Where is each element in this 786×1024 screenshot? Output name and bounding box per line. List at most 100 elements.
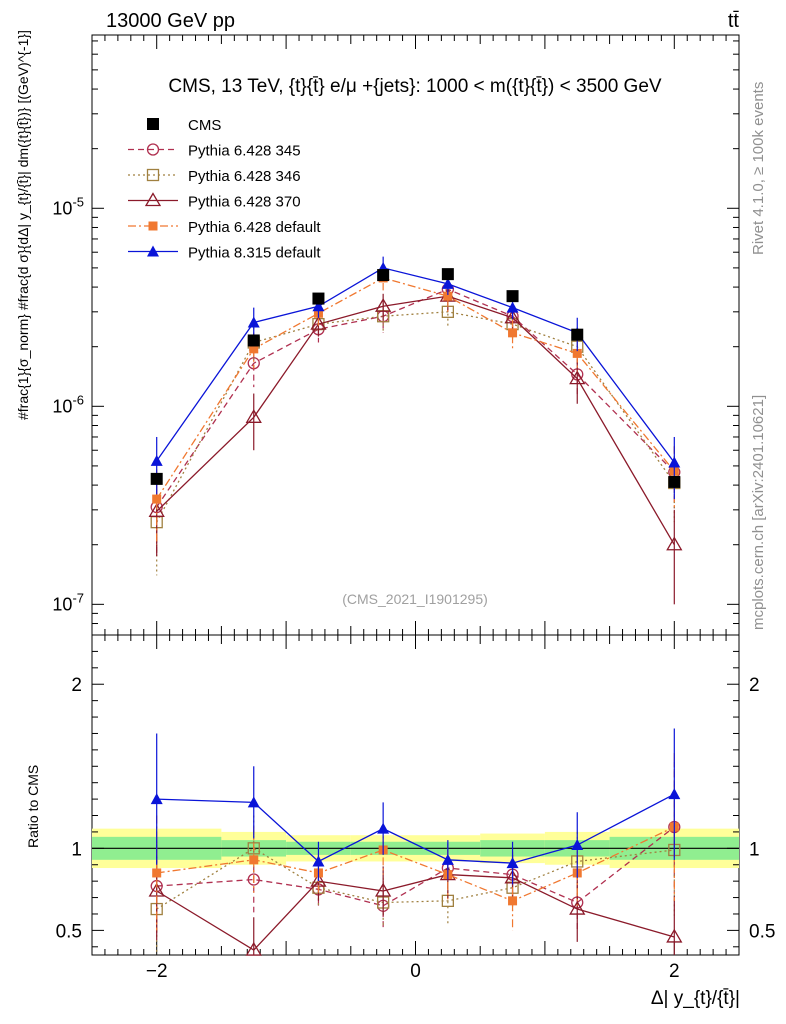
ratio-y-tick-label-right: 0.5: [749, 921, 775, 942]
ratio-line-p8: [156, 793, 675, 864]
legend-entry-p345: Pythia 6.428 345: [128, 143, 301, 160]
plot-title: CMS, 13 TeV, {t}{t̄} e/μ +{jets}: 1000 <…: [168, 76, 661, 97]
legend-marker-p370: [144, 192, 162, 207]
ratio-series-p8: [150, 728, 681, 885]
point-pdef: [508, 328, 518, 338]
legend-label-p370: Pythia 6.428 370: [188, 194, 301, 211]
main-y-axis-label: #frac{1}{σ_norm} #frac{d σ}{dΔ| y_{t}/{t…: [15, 30, 31, 420]
legend-entry-cms: CMS: [147, 117, 221, 134]
side-label-rivet: Rivet 4.1.0, ≥ 100k events: [750, 82, 767, 255]
legend-marker-cms: [147, 118, 159, 130]
y-tick-label: 10-5: [52, 194, 84, 218]
series-p345: [150, 276, 681, 554]
ratio-point-p8: [247, 796, 260, 808]
legend-label-cms: CMS: [188, 117, 221, 134]
point-pdef: [443, 291, 453, 301]
point-p370: [569, 370, 586, 385]
ratio-line-p346: [156, 847, 675, 910]
series-cms: [150, 268, 681, 488]
legend-entry-p346: Pythia 6.428 346: [128, 168, 301, 185]
series-line-p370: [156, 295, 675, 546]
ratio-point-p346: [247, 842, 260, 855]
ratio-point-pdef: [249, 855, 259, 865]
point-p370: [245, 409, 262, 423]
ratio-y-tick-label: 1: [71, 839, 82, 860]
series-p8: [150, 256, 681, 500]
x-tick-label: 2: [669, 961, 680, 982]
point-p8: [441, 277, 454, 289]
point-cms: [150, 472, 163, 485]
ratio-panel-frame: [91, 634, 740, 956]
y-tick-label: 10-7: [52, 590, 84, 614]
point-p8: [150, 454, 163, 466]
point-cms: [377, 269, 390, 282]
ratio-y-tick-label-right: 2: [749, 675, 760, 696]
side-label-mcplots: mcplots.cern.ch [arXiv:2401.10621]: [750, 395, 767, 630]
legend-marker-p346: [146, 168, 160, 182]
x-tick-label: −2: [146, 961, 168, 982]
series-pdef: [152, 267, 679, 545]
ratio-line-p370: [156, 873, 675, 951]
series-line-p345: [156, 288, 675, 508]
y-tick-label: 10-6: [52, 392, 84, 416]
analysis-watermark: (CMS_2021_I1901295): [342, 591, 488, 607]
x-axis-label: Δ| y_{t}/{t̄}|: [651, 988, 740, 1009]
point-cms: [571, 328, 584, 341]
point-p8: [668, 456, 681, 468]
series-line-pdef: [156, 277, 675, 500]
point-p8: [247, 316, 260, 328]
ratio-point-p370: [666, 928, 683, 943]
legend-label-pdef: Pythia 6.428 default: [188, 219, 321, 236]
ratio-y-axis-label: Ratio to CMS: [25, 765, 41, 848]
x-tick-label: 0: [410, 961, 421, 982]
point-p370: [666, 536, 683, 551]
ratio-point-p8: [441, 853, 454, 865]
point-pdef: [572, 348, 582, 358]
ratio-y-tick-label-right: 1: [749, 839, 760, 860]
ratio-point-p345: [247, 873, 260, 886]
series-line-p346: [156, 311, 675, 523]
ratio-point-p8: [150, 793, 163, 805]
point-p370: [148, 503, 165, 517]
series-p346: [150, 298, 681, 576]
legend-label-p345: Pythia 6.428 345: [188, 143, 301, 160]
ratio-point-pdef: [152, 868, 162, 878]
legend-marker-p8: [147, 245, 159, 257]
point-cms: [441, 268, 454, 281]
ratio-point-p370: [245, 941, 262, 956]
header-left: 13000 GeV pp: [106, 10, 235, 32]
ratio-y-tick-label: 0.5: [56, 921, 82, 942]
point-pdef: [152, 494, 162, 504]
ratio-series-p346: [150, 784, 681, 955]
point-cms: [506, 290, 519, 303]
legend-entry-pdef: Pythia 6.428 default: [128, 219, 321, 236]
point-p370: [310, 315, 327, 330]
point-cms: [312, 292, 325, 305]
ratio-point-pdef: [508, 896, 518, 906]
ratio-point-p8: [506, 857, 519, 869]
ratio-point-p370: [569, 900, 586, 915]
legend-label-p346: Pythia 6.428 346: [188, 168, 301, 185]
legend-marker-p345: [146, 143, 160, 156]
ratio-point-p8: [377, 822, 390, 834]
ratio-series-p370: [148, 841, 683, 956]
point-cms: [247, 334, 260, 347]
legend-label-p8: Pythia 8.315 default: [188, 245, 321, 262]
legend-entry-p8: Pythia 8.315 default: [128, 245, 321, 262]
ratio-point-p8: [668, 788, 681, 800]
ratio-point-p8: [312, 855, 325, 867]
legend-marker-pdef: [148, 221, 158, 231]
ratio-y-tick-label: 2: [71, 675, 82, 696]
point-p8: [312, 300, 325, 312]
point-p370: [375, 297, 392, 312]
series-p370: [148, 282, 683, 605]
header-right: tt̄: [728, 10, 740, 32]
legend-entry-p370: Pythia 6.428 370: [128, 192, 301, 211]
ratio-point-p370: [375, 882, 392, 897]
series-line-p8: [156, 267, 675, 463]
ratio-line-pdef: [156, 826, 675, 902]
point-pdef: [249, 344, 259, 354]
point-p8: [506, 301, 519, 313]
ratio-point-p8: [571, 839, 584, 851]
